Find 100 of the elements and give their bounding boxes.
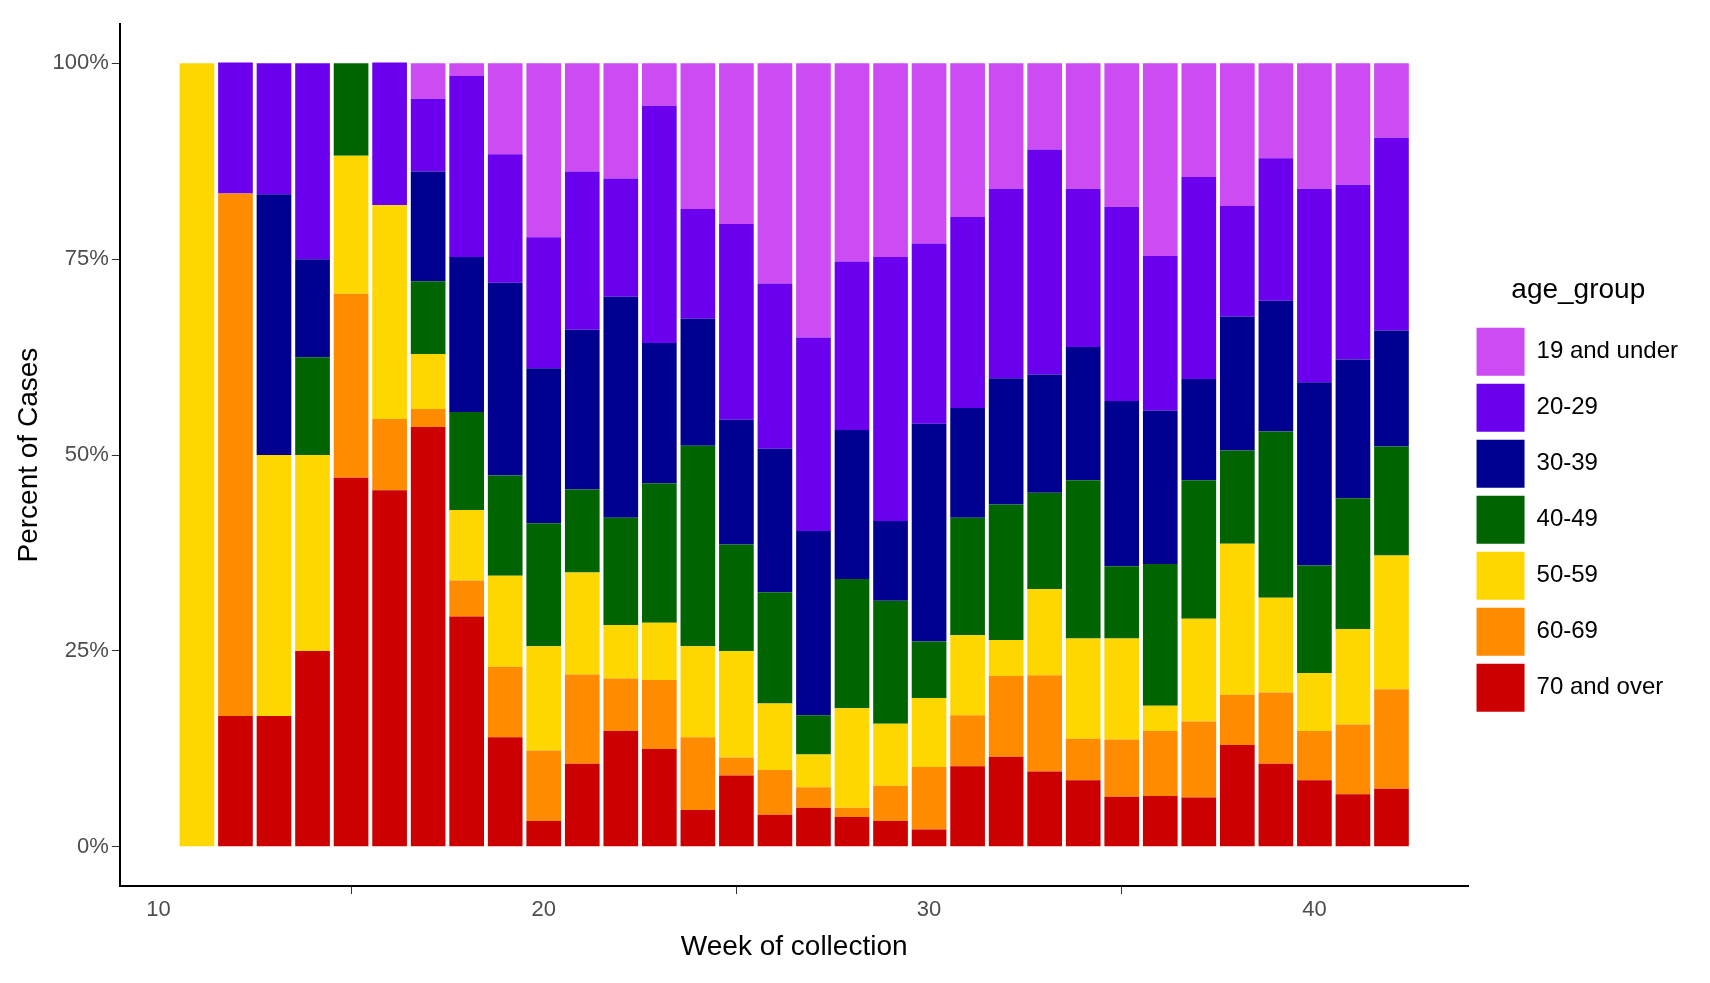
bar	[1220, 316, 1255, 451]
bar	[1181, 480, 1217, 619]
bar	[526, 750, 562, 821]
bar	[410, 281, 446, 355]
bar	[603, 678, 639, 731]
bar	[487, 154, 523, 283]
bar	[487, 737, 523, 847]
bar	[218, 715, 253, 847]
bar	[834, 807, 870, 818]
bar	[1065, 638, 1101, 739]
bar	[988, 188, 1024, 379]
bar	[449, 256, 485, 413]
bar	[911, 641, 947, 698]
bar	[295, 357, 330, 456]
bar	[564, 171, 600, 330]
bar	[1335, 184, 1371, 360]
bar	[680, 209, 716, 319]
bar	[1142, 63, 1178, 257]
bar	[1374, 137, 1409, 331]
bar	[1374, 446, 1409, 556]
bar	[1374, 788, 1409, 847]
bar	[642, 622, 677, 680]
bar	[1104, 638, 1140, 740]
bar	[757, 592, 793, 704]
bar	[487, 282, 523, 476]
bar	[796, 63, 831, 338]
bar	[1374, 330, 1409, 447]
bar	[564, 489, 600, 573]
bar	[256, 455, 292, 716]
bar	[1181, 63, 1217, 177]
bar	[950, 635, 985, 716]
bar	[1027, 374, 1063, 493]
bar	[372, 419, 407, 491]
x-tick-label: 40	[1302, 896, 1327, 922]
bar	[757, 63, 793, 284]
bar	[796, 337, 831, 532]
bar	[1027, 149, 1063, 375]
bar	[796, 807, 831, 847]
bar	[449, 75, 485, 257]
legend-title: age_group	[1511, 272, 1646, 304]
bar	[1104, 739, 1140, 797]
bar	[719, 757, 754, 776]
bar	[1297, 672, 1332, 731]
y-tick-label: 100%	[52, 49, 109, 75]
bar	[911, 697, 947, 767]
bar	[719, 544, 754, 651]
bar	[911, 829, 947, 847]
bar	[680, 646, 716, 738]
bar	[680, 63, 716, 210]
bar	[1065, 346, 1101, 481]
bar	[950, 766, 985, 847]
bar	[1258, 63, 1294, 159]
bar	[1335, 498, 1371, 630]
bar	[911, 63, 947, 244]
bar	[988, 756, 1024, 847]
bar	[911, 423, 947, 642]
bar	[873, 520, 908, 601]
bar	[295, 259, 330, 358]
bar	[1181, 721, 1217, 798]
bar	[642, 483, 677, 623]
bar	[487, 666, 523, 738]
bar	[1220, 543, 1255, 695]
bar	[1258, 300, 1294, 432]
bar	[1335, 359, 1371, 499]
bar	[1065, 738, 1101, 781]
bar	[796, 754, 831, 788]
y-tick-label: 75%	[64, 245, 109, 271]
bar	[1181, 176, 1217, 380]
bar	[873, 600, 908, 724]
bar	[719, 223, 754, 420]
bar	[449, 616, 485, 847]
bar	[950, 408, 985, 518]
y-tick-label: 50%	[64, 441, 109, 467]
legend-label: 20-29	[1536, 392, 1598, 420]
bar	[1027, 63, 1063, 150]
bar	[449, 412, 485, 510]
bar	[796, 531, 831, 716]
bar	[603, 296, 639, 518]
bar	[372, 490, 407, 847]
bar	[256, 194, 292, 456]
bar	[1065, 188, 1101, 347]
bar	[680, 810, 716, 847]
bar	[603, 730, 639, 847]
bar	[526, 237, 562, 369]
legend-label: 19 and under	[1536, 336, 1679, 364]
bar	[642, 105, 677, 344]
bar	[873, 820, 908, 847]
bar	[642, 679, 677, 749]
bar	[873, 256, 908, 521]
bar	[950, 715, 985, 767]
y-tick-label: 0%	[77, 832, 109, 858]
bar	[526, 368, 562, 524]
bar	[719, 775, 754, 847]
bar	[410, 426, 446, 847]
bar	[333, 155, 369, 294]
bar	[410, 98, 446, 172]
bar	[1027, 492, 1063, 590]
bar	[873, 723, 908, 786]
bar	[834, 578, 870, 709]
bar	[950, 216, 985, 409]
